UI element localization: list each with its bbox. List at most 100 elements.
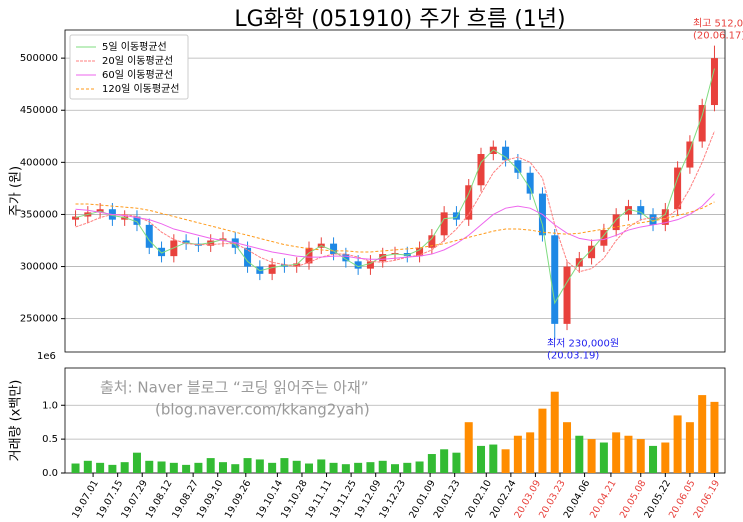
candle-body xyxy=(305,247,313,264)
candle-body xyxy=(366,261,374,269)
y-tick-label: 0.0 xyxy=(42,468,58,479)
volume-bar xyxy=(538,408,547,473)
volume-bar xyxy=(182,464,191,473)
volume-bar xyxy=(526,432,535,473)
offset-label: 1e6 xyxy=(37,351,56,362)
candle-body xyxy=(379,254,387,262)
volume-bar xyxy=(391,464,399,473)
ma-line xyxy=(75,130,715,273)
volume-bar xyxy=(268,462,277,473)
volume-bar xyxy=(612,432,621,473)
volume-bar xyxy=(599,442,608,473)
volume-bar xyxy=(415,461,424,473)
volume-bar xyxy=(169,462,178,473)
y-tick-label: 400000 xyxy=(20,157,58,168)
candle-body xyxy=(293,263,301,267)
y-tick-label: 0.5 xyxy=(42,434,58,445)
candle-body xyxy=(158,247,166,257)
volume-bar xyxy=(427,454,436,473)
plot-frame xyxy=(64,29,726,353)
legend-label: 5일 이동평균선 xyxy=(102,41,167,53)
volume-bar xyxy=(157,461,166,473)
y-tick-label: 350000 xyxy=(20,209,58,220)
candle-body xyxy=(72,216,80,220)
candle-body xyxy=(440,212,448,236)
volume-bar xyxy=(83,460,92,473)
candle-body xyxy=(145,224,153,248)
candle-body xyxy=(231,238,239,248)
volume-bar xyxy=(624,435,633,473)
volume-bar xyxy=(255,459,264,473)
volume-bar xyxy=(96,462,105,473)
chart-title: LG화학 (051910) 주가 흐름 (1년) xyxy=(234,7,565,32)
candle-body xyxy=(514,160,522,173)
candle-body xyxy=(330,243,338,255)
volume-bar xyxy=(649,445,658,473)
volume-bar xyxy=(317,459,326,473)
volume-bar xyxy=(489,444,498,473)
candle-body xyxy=(551,235,559,324)
volume-bar xyxy=(145,460,154,473)
legend-box xyxy=(69,34,189,100)
watermark: (blog.naver.com/kkang2yah) xyxy=(155,401,370,419)
legend-label: 60일 이동평균선 xyxy=(102,69,173,81)
annotation: (20.03.19) xyxy=(547,350,599,361)
volume-bar xyxy=(685,422,694,473)
ma-line xyxy=(75,193,715,260)
y-axis-label: 거래량 (x백만) xyxy=(9,380,24,462)
candle-body xyxy=(207,240,215,246)
volume-bar xyxy=(206,458,215,473)
candle-body xyxy=(710,58,718,106)
candle-body xyxy=(624,206,632,215)
y-tick-label: 1.0 xyxy=(42,400,58,411)
volume-bar xyxy=(477,445,486,473)
volume-bar xyxy=(575,435,584,473)
volume-bar xyxy=(550,391,559,473)
candle-body xyxy=(649,214,657,225)
volume-bar xyxy=(464,422,473,473)
volume-bar xyxy=(280,458,289,473)
volume-bar xyxy=(71,463,80,473)
volume-bar xyxy=(587,439,596,473)
candle-body xyxy=(428,235,436,248)
candle-body xyxy=(182,240,190,244)
candle-body xyxy=(612,214,620,231)
volume-bar xyxy=(354,462,363,473)
volume-bar xyxy=(108,464,117,473)
y-tick-label: 500000 xyxy=(20,53,58,64)
volume-bar xyxy=(218,462,227,473)
volume-bar xyxy=(452,452,461,473)
volume-bar xyxy=(243,458,252,473)
candle-body xyxy=(244,247,252,267)
legend-label: 20일 이동평균선 xyxy=(102,55,173,67)
ma-line xyxy=(75,201,715,253)
annotation: 최고 512,000원 xyxy=(693,18,743,30)
y-tick-label: 250000 xyxy=(20,314,58,325)
volume-bar xyxy=(292,460,301,473)
candle-body xyxy=(526,172,534,194)
volume-bar xyxy=(366,462,375,473)
candle-body xyxy=(268,264,276,274)
volume-bar xyxy=(673,415,682,473)
volume-bar xyxy=(698,395,707,473)
volume-bar xyxy=(304,463,313,473)
volume-bar xyxy=(661,442,670,473)
candle-body xyxy=(465,185,473,220)
volume-bar xyxy=(440,449,449,473)
candle-body xyxy=(342,254,350,262)
watermark: 출처: Naver 블로그 “코딩 읽어주는 아재” xyxy=(100,379,369,397)
legend: 5일 이동평균선 20일 이동평균선 60일 이동평균선 120일 이동평균선 xyxy=(69,34,189,100)
candle-body xyxy=(674,167,682,210)
ma-line xyxy=(75,68,715,305)
volume-bar xyxy=(563,422,572,473)
volume-bar xyxy=(378,460,387,473)
volume-bar xyxy=(710,401,719,473)
volume-bar xyxy=(341,464,350,473)
candle-body xyxy=(96,209,104,213)
volume-bar xyxy=(194,462,203,473)
volume-bar xyxy=(132,452,141,473)
volume-bar xyxy=(329,462,338,473)
volume-bar xyxy=(231,464,240,473)
legend-label: 120일 이동평균선 xyxy=(102,83,179,95)
